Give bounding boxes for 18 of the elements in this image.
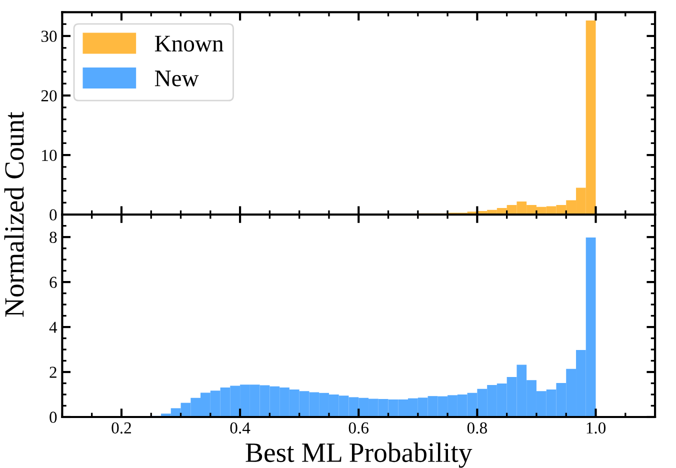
y-tick-label: 0: [50, 412, 57, 423]
x-tick-label: 0.2: [112, 422, 131, 434]
x-tick-label: 0.8: [467, 422, 487, 434]
y-tick-label: 8: [50, 232, 57, 244]
x-axis-title: Best ML Probability: [246, 442, 472, 468]
x-tick-label: 0.6: [348, 422, 369, 434]
y-tick-label: 30: [41, 30, 57, 42]
legend-label: New: [154, 70, 199, 86]
y-tick-label: 2: [50, 366, 56, 378]
x-tick-label: 0.4: [230, 422, 250, 434]
y-tick-label: 20: [41, 90, 57, 102]
y-axis-title: Normalized Count: [4, 112, 24, 317]
y-tick-label: 6: [50, 276, 57, 288]
y-tick-label: 4: [49, 322, 58, 333]
y-tick-label: 10: [42, 150, 57, 161]
x-tick-label: 1.0: [586, 422, 606, 434]
legend-label: Known: [154, 36, 224, 52]
y-tick-label: 0: [50, 209, 57, 221]
